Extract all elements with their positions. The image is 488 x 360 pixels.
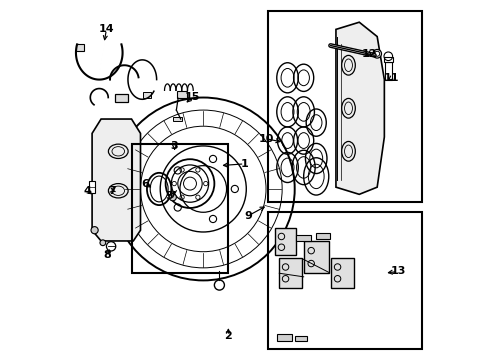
Circle shape: [169, 194, 176, 201]
Circle shape: [100, 240, 105, 246]
Bar: [278, 258, 301, 288]
Text: 2: 2: [224, 331, 232, 341]
Bar: [296, 234, 310, 241]
Bar: [131, 144, 228, 273]
Bar: [89, 181, 95, 193]
Bar: [303, 241, 328, 273]
Bar: [383, 57, 392, 62]
Text: 8: 8: [103, 250, 111, 260]
Bar: [172, 117, 182, 121]
Text: 14: 14: [99, 24, 114, 35]
Text: 11: 11: [383, 73, 399, 83]
Bar: [276, 334, 291, 341]
Circle shape: [372, 49, 381, 58]
Circle shape: [106, 242, 116, 251]
Bar: [384, 62, 391, 80]
Bar: [267, 212, 421, 348]
Text: 9: 9: [244, 211, 251, 221]
Polygon shape: [335, 22, 384, 194]
Circle shape: [214, 280, 224, 290]
Text: 5: 5: [165, 191, 173, 201]
Bar: [115, 94, 128, 102]
Text: 13: 13: [389, 266, 405, 276]
Text: 7: 7: [108, 186, 116, 196]
Text: 10: 10: [258, 134, 273, 144]
Text: 12: 12: [361, 49, 376, 59]
Bar: [330, 258, 353, 288]
Bar: [294, 336, 306, 341]
Text: 4: 4: [83, 186, 91, 196]
Polygon shape: [92, 119, 140, 241]
Bar: [267, 12, 421, 202]
Bar: [76, 44, 83, 51]
Bar: [177, 91, 187, 98]
Text: 3: 3: [170, 141, 178, 151]
Bar: [316, 233, 329, 239]
Bar: [143, 92, 150, 98]
Bar: [274, 228, 296, 255]
Text: 1: 1: [240, 159, 248, 169]
Circle shape: [91, 226, 98, 234]
Text: 15: 15: [184, 92, 200, 102]
Text: 6: 6: [141, 179, 148, 189]
